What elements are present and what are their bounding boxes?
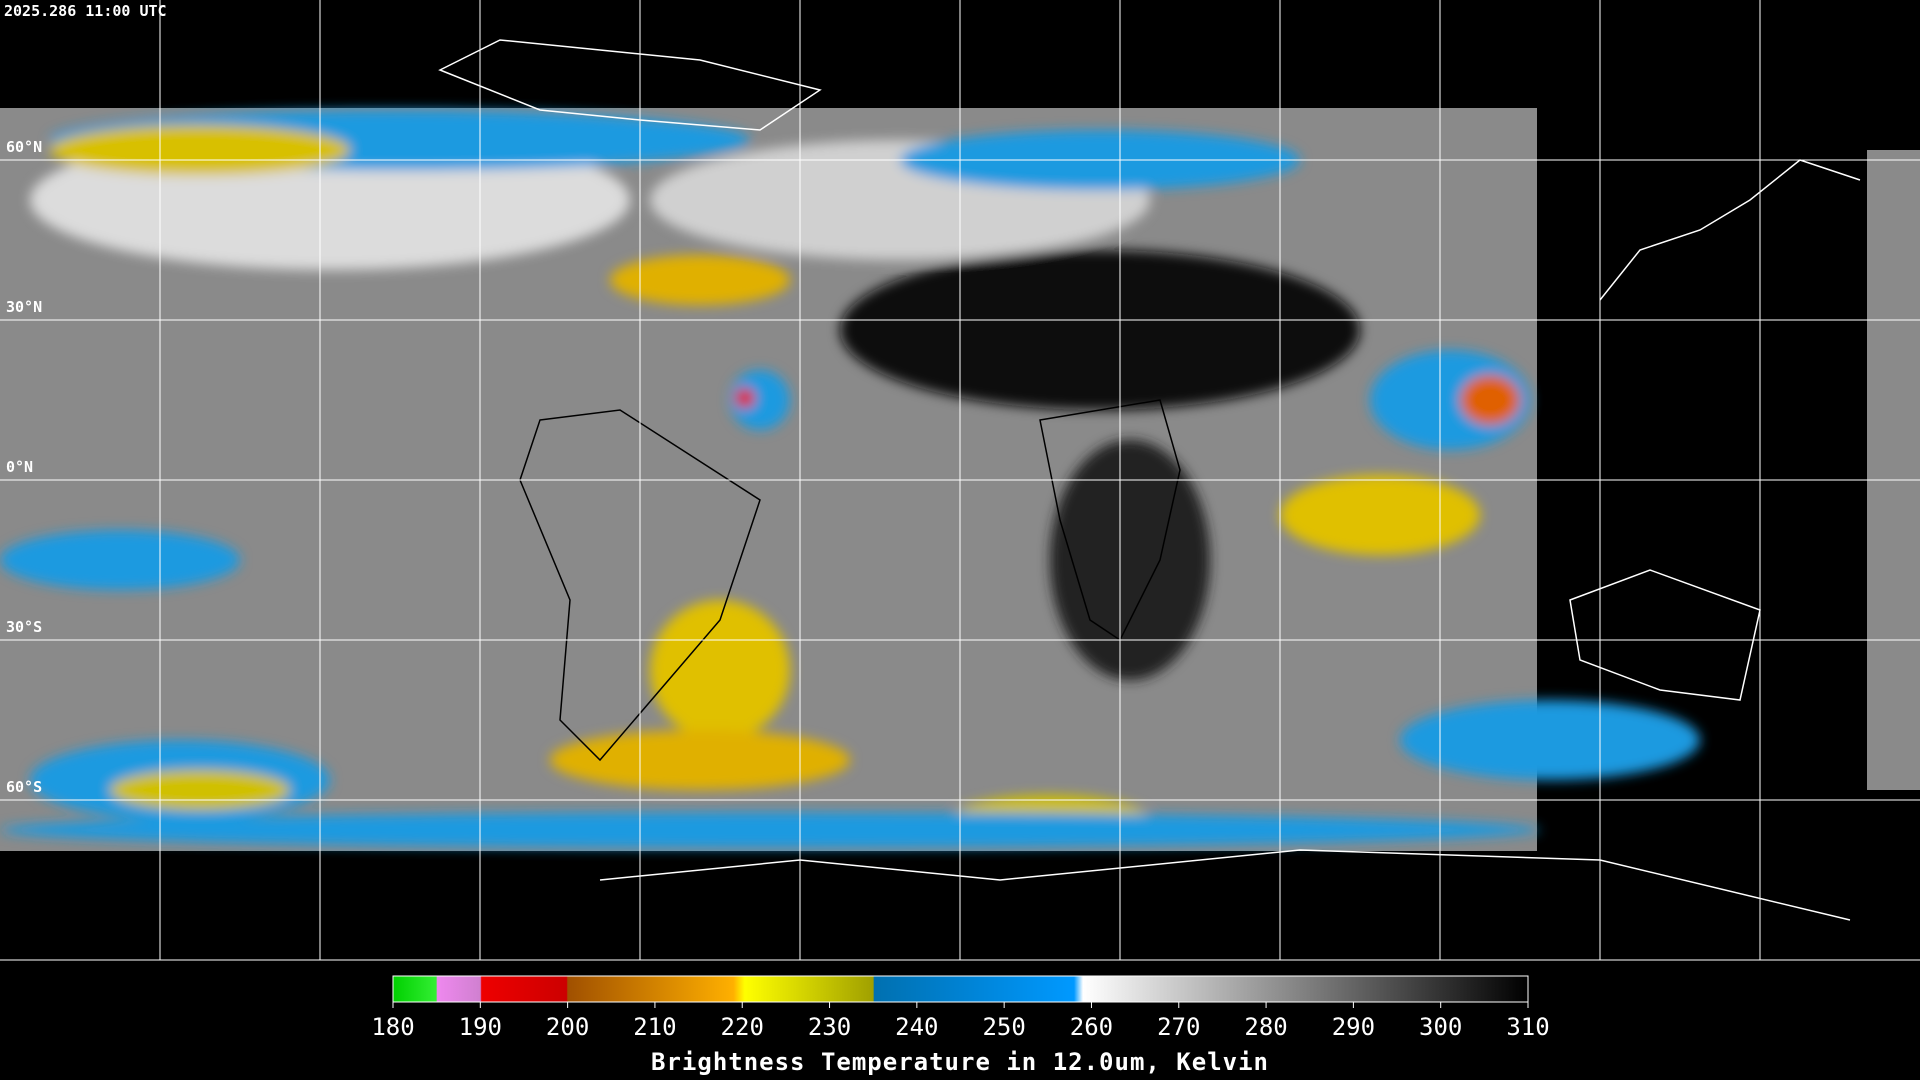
colorbar: [392, 975, 1529, 1003]
ir-swath: [1867, 150, 1920, 790]
colorbar-tick-label: 310: [1506, 1013, 1549, 1041]
colorbar-tick-label: 240: [895, 1013, 938, 1041]
colorbar-tick-label: 260: [1070, 1013, 1113, 1041]
colorbar-tick-label: 210: [633, 1013, 676, 1041]
latitude-label: 60°N: [6, 138, 42, 156]
latitude-label: 30°N: [6, 298, 42, 316]
colorbar-tick-label: 250: [982, 1013, 1025, 1041]
latitude-label: 30°S: [6, 618, 42, 636]
colorbar-tick-label: 190: [459, 1013, 502, 1041]
colorbar-tick-label: 270: [1157, 1013, 1200, 1041]
latitude-label: 60°S: [6, 778, 42, 796]
coastline: [519, 409, 761, 762]
colorbar-tick-label: 180: [371, 1013, 414, 1041]
colorbar-tick-label: 280: [1244, 1013, 1287, 1041]
coastline: [438, 39, 822, 131]
coastline: [1569, 569, 1761, 701]
colorbar-tick-label: 300: [1419, 1013, 1462, 1041]
coastline: [599, 849, 1851, 921]
colorbar-tick-label: 200: [546, 1013, 589, 1041]
timestamp: 2025.286 11:00 UTC: [4, 2, 167, 20]
colorbar-tick-label: 290: [1332, 1013, 1375, 1041]
colorbar-tick-label: 230: [808, 1013, 851, 1041]
coastline: [1599, 159, 1861, 301]
colorbar-title: Brightness Temperature in 12.0um, Kelvin: [651, 1048, 1269, 1076]
latitude-label: 0°N: [6, 458, 33, 476]
coastline: [1039, 399, 1181, 642]
colorbar-tick-label: 220: [721, 1013, 764, 1041]
graticule: 60°N 30°N 0°N 30°S 60°S: [0, 0, 1920, 960]
